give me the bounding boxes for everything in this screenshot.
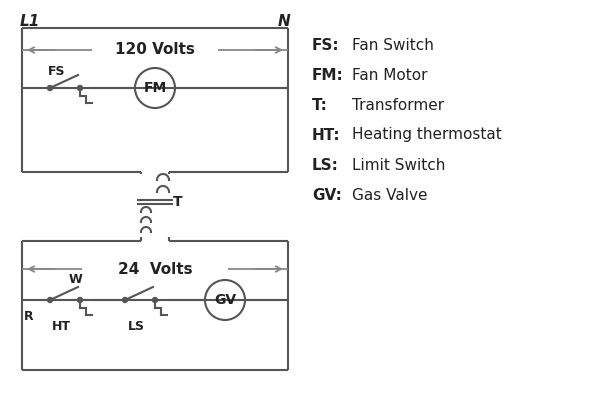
Text: T:: T: bbox=[312, 98, 328, 112]
Text: T: T bbox=[173, 195, 183, 209]
Text: 120 Volts: 120 Volts bbox=[115, 42, 195, 58]
Text: W: W bbox=[69, 273, 83, 286]
Text: LS:: LS: bbox=[312, 158, 339, 172]
Text: GV:: GV: bbox=[312, 188, 342, 202]
Text: GV: GV bbox=[214, 293, 236, 307]
Text: HT:: HT: bbox=[312, 128, 340, 142]
Text: Heating thermostat: Heating thermostat bbox=[352, 128, 502, 142]
Text: Gas Valve: Gas Valve bbox=[352, 188, 428, 202]
Text: Limit Switch: Limit Switch bbox=[352, 158, 445, 172]
Text: FS:: FS: bbox=[312, 38, 340, 52]
Text: HT: HT bbox=[51, 320, 70, 333]
Circle shape bbox=[48, 298, 53, 302]
Text: LS: LS bbox=[127, 320, 145, 333]
Text: Fan Switch: Fan Switch bbox=[352, 38, 434, 52]
Text: FM: FM bbox=[143, 81, 166, 95]
Circle shape bbox=[77, 298, 83, 302]
Text: FM:: FM: bbox=[312, 68, 344, 82]
Text: 24  Volts: 24 Volts bbox=[117, 262, 192, 276]
Text: R: R bbox=[24, 310, 34, 323]
Circle shape bbox=[77, 86, 83, 90]
Text: Fan Motor: Fan Motor bbox=[352, 68, 428, 82]
Text: N: N bbox=[277, 14, 290, 29]
Text: L1: L1 bbox=[20, 14, 40, 29]
Circle shape bbox=[123, 298, 127, 302]
Text: FS: FS bbox=[48, 65, 65, 78]
Text: Transformer: Transformer bbox=[352, 98, 444, 112]
Circle shape bbox=[152, 298, 158, 302]
Circle shape bbox=[48, 86, 53, 90]
